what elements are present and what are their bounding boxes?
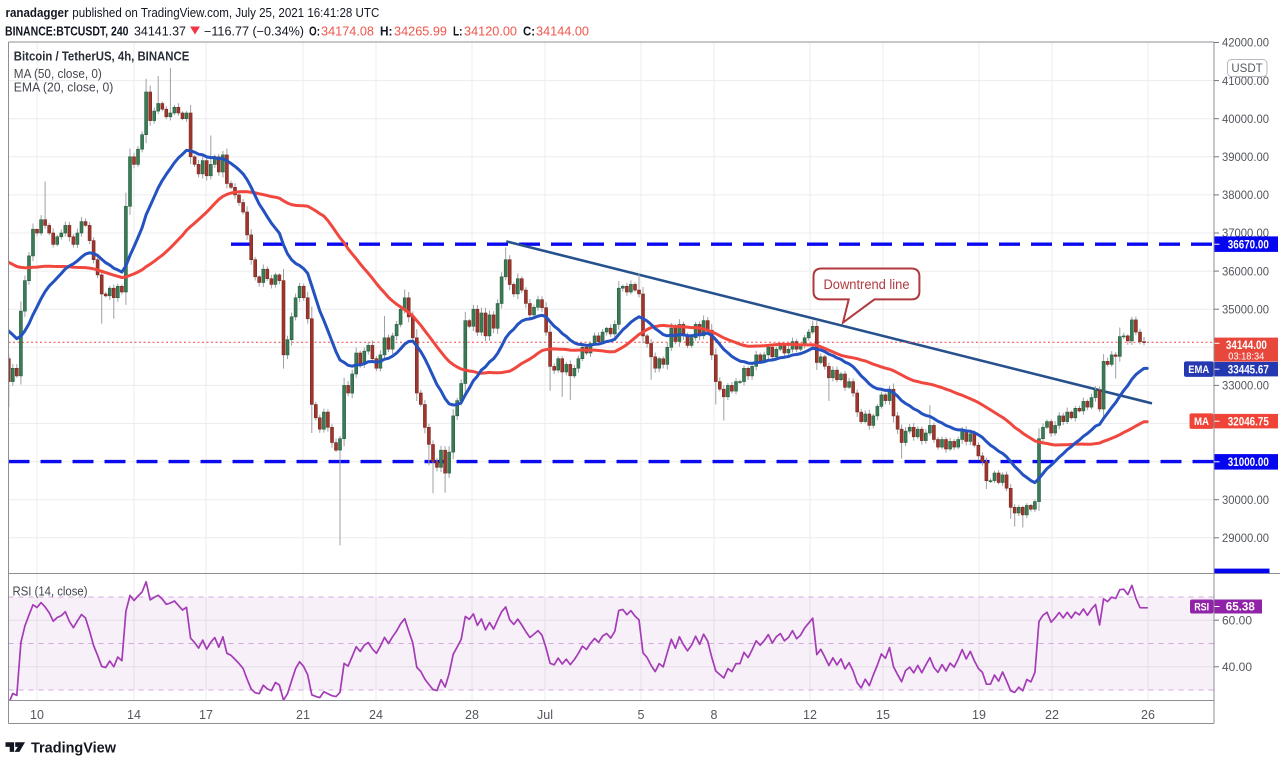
svg-text:40.00: 40.00 — [1222, 660, 1252, 674]
svg-text:03:18:34: 03:18:34 — [1228, 351, 1264, 363]
svg-text:EMA (20, close, 0): EMA (20, close, 0) — [14, 80, 114, 94]
svg-text:24: 24 — [369, 708, 383, 722]
svg-text:30000.00: 30000.00 — [1222, 493, 1269, 507]
svg-text:29000.00: 29000.00 — [1222, 531, 1269, 545]
svg-text:Downtrend line: Downtrend line — [824, 277, 910, 292]
svg-text:TradingView: TradingView — [31, 740, 116, 757]
svg-text:17: 17 — [199, 708, 213, 722]
svg-text:31000.00: 31000.00 — [1228, 457, 1269, 469]
svg-text:21: 21 — [296, 708, 310, 722]
svg-text:36000.00: 36000.00 — [1222, 264, 1269, 278]
svg-text:41000.00: 41000.00 — [1222, 74, 1269, 88]
svg-text:MA: MA — [1194, 416, 1209, 428]
svg-text:USDT: USDT — [1231, 63, 1262, 75]
svg-text:38000.00: 38000.00 — [1222, 188, 1269, 202]
svg-text:15: 15 — [876, 708, 890, 722]
svg-text:RSI: RSI — [1194, 602, 1209, 614]
svg-text:5: 5 — [638, 708, 645, 722]
svg-text:19: 19 — [972, 708, 986, 722]
svg-text:32046.75: 32046.75 — [1228, 416, 1270, 428]
svg-text:60.00: 60.00 — [1222, 614, 1252, 628]
svg-text:EMA: EMA — [1188, 364, 1209, 376]
svg-text:39000.00: 39000.00 — [1222, 150, 1269, 164]
svg-text:65.38: 65.38 — [1226, 602, 1256, 614]
svg-text:28: 28 — [465, 708, 479, 722]
svg-text:33000.00: 33000.00 — [1222, 379, 1269, 393]
svg-text:14: 14 — [127, 708, 141, 722]
svg-text:MA (50, close, 0): MA (50, close, 0) — [14, 67, 102, 81]
svg-text:Jul: Jul — [537, 708, 553, 722]
svg-text:36670.00: 36670.00 — [1228, 239, 1269, 251]
svg-text:8: 8 — [711, 708, 718, 722]
svg-text:12: 12 — [803, 708, 817, 722]
svg-text:Bitcoin / TetherUS, 4h, BINANC: Bitcoin / TetherUS, 4h, BINANCE — [14, 49, 190, 64]
svg-text:35000.00: 35000.00 — [1222, 302, 1269, 316]
svg-text:34144.00: 34144.00 — [1226, 340, 1267, 352]
svg-text:10: 10 — [30, 708, 44, 722]
svg-text:40000.00: 40000.00 — [1222, 112, 1269, 126]
svg-text:22: 22 — [1045, 708, 1059, 722]
svg-text:26: 26 — [1141, 708, 1155, 722]
svg-text:42000.00: 42000.00 — [1222, 36, 1269, 50]
svg-text:RSI (14, close): RSI (14, close) — [13, 585, 88, 599]
svg-text:33445.67: 33445.67 — [1228, 364, 1269, 376]
